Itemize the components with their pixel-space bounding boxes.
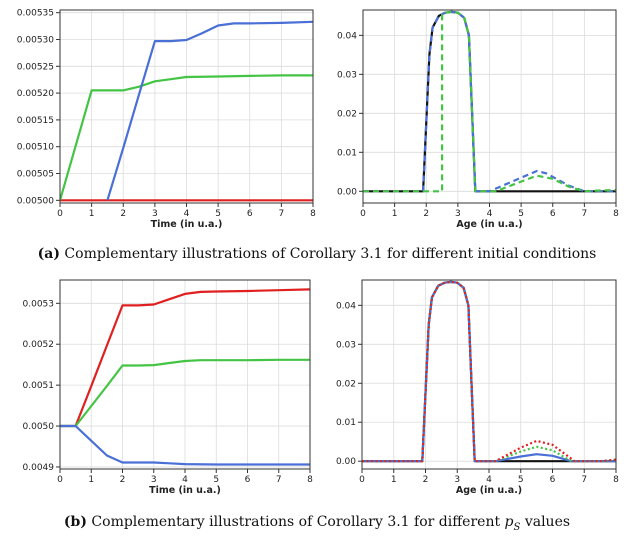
x-tick-label: 5 (215, 209, 221, 219)
series-line-blue (106, 20, 313, 201)
y-tick-label: 0.00 (337, 187, 357, 197)
series-line-red-dotted (362, 280, 616, 463)
x-tick-label: 7 (582, 209, 588, 219)
x-tick-label: 3 (454, 475, 460, 485)
y-tick-label: 0.00530 (17, 35, 54, 45)
caption-b-subscript: S (513, 521, 521, 533)
caption-a-tag: (a) (37, 246, 60, 262)
series-line-red (60, 288, 310, 428)
caption-b-text: Complementary illustrations of Corollary… (91, 514, 501, 530)
y-tick-label: 0.02 (337, 109, 357, 119)
x-tick-label: 2 (120, 209, 126, 219)
y-tick-label: 0.00515 (17, 116, 54, 126)
x-axis-label: Age (in u.a.) (456, 485, 522, 496)
series-line-green (60, 358, 310, 428)
x-tick-label: 4 (487, 209, 493, 219)
y-tick-label: 0.01 (336, 418, 356, 428)
x-tick-label: 0 (360, 209, 366, 219)
series-line-blue-dashed (363, 10, 616, 193)
caption-b-text-end: values (524, 514, 571, 530)
x-tick-label: 8 (613, 475, 619, 485)
x-tick-label: 5 (518, 475, 524, 485)
caption-a-text: Complementary illustrations of Corollary… (64, 246, 597, 262)
x-tick-label: 2 (423, 475, 429, 485)
x-tick-label: 0 (57, 209, 63, 219)
x-tick-label: 7 (276, 475, 282, 485)
y-tick-label: 0.0052 (23, 340, 55, 350)
x-tick-label: 0 (57, 475, 63, 485)
x-axis-label: Age (in u.a.) (456, 219, 522, 230)
x-tick-label: 2 (120, 475, 126, 485)
caption-a: (a) Complementary illustrations of Corol… (0, 246, 634, 262)
x-tick-label: 6 (550, 475, 556, 485)
x-tick-label: 5 (213, 475, 219, 485)
y-tick-label: 0.04 (337, 31, 357, 41)
x-tick-label: 7 (581, 475, 587, 485)
y-tick-label: 0.03 (337, 70, 357, 80)
x-tick-label: 4 (182, 475, 188, 485)
caption-b-symbol: p (504, 514, 514, 530)
x-tick-label: 7 (279, 209, 285, 219)
series-line-green (60, 74, 313, 201)
series-line-green-dashed (363, 10, 616, 193)
x-tick-label: 3 (152, 209, 158, 219)
x-tick-label: 0 (359, 475, 365, 485)
y-tick-label: 0.02 (336, 379, 356, 389)
chart-a_right: 0 1 2 3 4 5 6 7 8 0.00 0.01 0.02 0.03 0.04 Age (in u.a… (337, 9, 619, 230)
x-tick-label: 1 (391, 475, 397, 485)
y-tick-label: 0.01 (337, 148, 357, 158)
x-tick-label: 1 (88, 475, 94, 485)
y-tick-label: 0.00525 (17, 62, 54, 72)
x-tick-label: 1 (392, 209, 398, 219)
y-tick-label: 0.00505 (17, 170, 54, 180)
chart-b_left: 0 1 2 3 4 5 6 7 8 0.0049 0.0050 0.0051 0.0052 0.0053 T… (23, 279, 313, 496)
x-tick-label: 6 (245, 475, 251, 485)
y-tick-label: 0.00535 (17, 9, 54, 19)
y-tick-label: 0.00500 (17, 196, 54, 206)
x-tick-label: 6 (550, 209, 556, 219)
x-tick-label: 4 (184, 209, 190, 219)
caption-b-tag: (b) (63, 514, 87, 530)
y-tick-label: 0.0053 (23, 299, 55, 309)
chart-b_right: 0 1 2 3 4 5 6 7 8 0.00 0.01 0.02 0.03 0.04 Age (in u.a… (336, 279, 619, 496)
y-tick-label: 0.04 (336, 301, 356, 311)
x-tick-label: 1 (89, 209, 95, 219)
caption-b: (b) Complementary illustrations of Corol… (0, 514, 634, 533)
y-tick-label: 0.00510 (17, 143, 54, 153)
y-tick-label: 0.0051 (23, 381, 55, 391)
series-line-blue (60, 424, 310, 466)
x-tick-label: 8 (307, 475, 313, 485)
x-tick-label: 3 (455, 209, 461, 219)
x-tick-label: 5 (518, 209, 524, 219)
x-tick-label: 2 (423, 209, 429, 219)
chart-a_left: 0 1 2 3 4 5 6 7 8 0.00500 0.00505 0.00510 0.00515 0.0… (17, 9, 316, 230)
y-tick-label: 0.03 (336, 340, 356, 350)
y-tick-label: 0.00 (336, 457, 356, 467)
y-tick-label: 0.0050 (23, 422, 55, 432)
x-tick-label: 8 (310, 209, 316, 219)
y-tick-label: 0.00520 (17, 89, 54, 99)
x-tick-label: 8 (613, 209, 619, 219)
x-tick-label: 3 (151, 475, 157, 485)
x-axis-label: Time (in u.a.) (149, 485, 221, 496)
x-axis-label: Time (in u.a.) (151, 219, 223, 230)
x-tick-label: 6 (247, 209, 253, 219)
x-tick-label: 4 (486, 475, 492, 485)
y-tick-label: 0.0049 (23, 463, 55, 473)
